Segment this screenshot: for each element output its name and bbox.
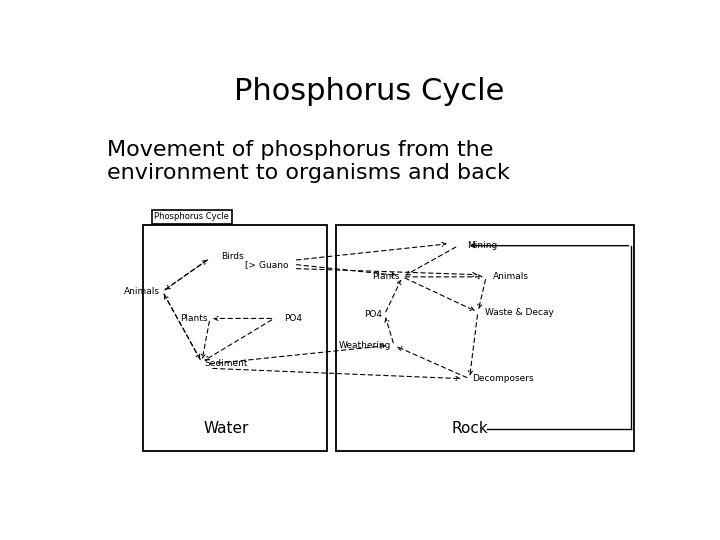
Text: PO4: PO4 [284,314,302,323]
Text: Phosphorus Cycle: Phosphorus Cycle [234,77,504,106]
Text: PO4: PO4 [364,310,382,319]
Text: Animals: Animals [124,287,160,296]
Text: Plants: Plants [372,272,400,281]
Text: Birds: Birds [221,252,244,261]
Text: Movement of phosphorus from the
environment to organisms and back: Movement of phosphorus from the environm… [107,140,510,183]
Text: Decomposers: Decomposers [472,374,534,383]
Text: Weathering: Weathering [339,341,392,350]
Bar [336,225,634,451]
Text: Rock: Rock [451,421,488,436]
Text: Plants: Plants [180,314,207,323]
Text: [> Guano: [> Guano [245,260,288,269]
Text: Water: Water [203,421,248,436]
Text: Phosphorus Cycle: Phosphorus Cycle [154,212,229,221]
Text: Sediment: Sediment [204,359,248,368]
Text: Mining: Mining [467,241,497,250]
Text: Waste & Decay: Waste & Decay [485,308,554,316]
Bar [143,225,327,451]
Text: Animals: Animals [493,272,529,281]
